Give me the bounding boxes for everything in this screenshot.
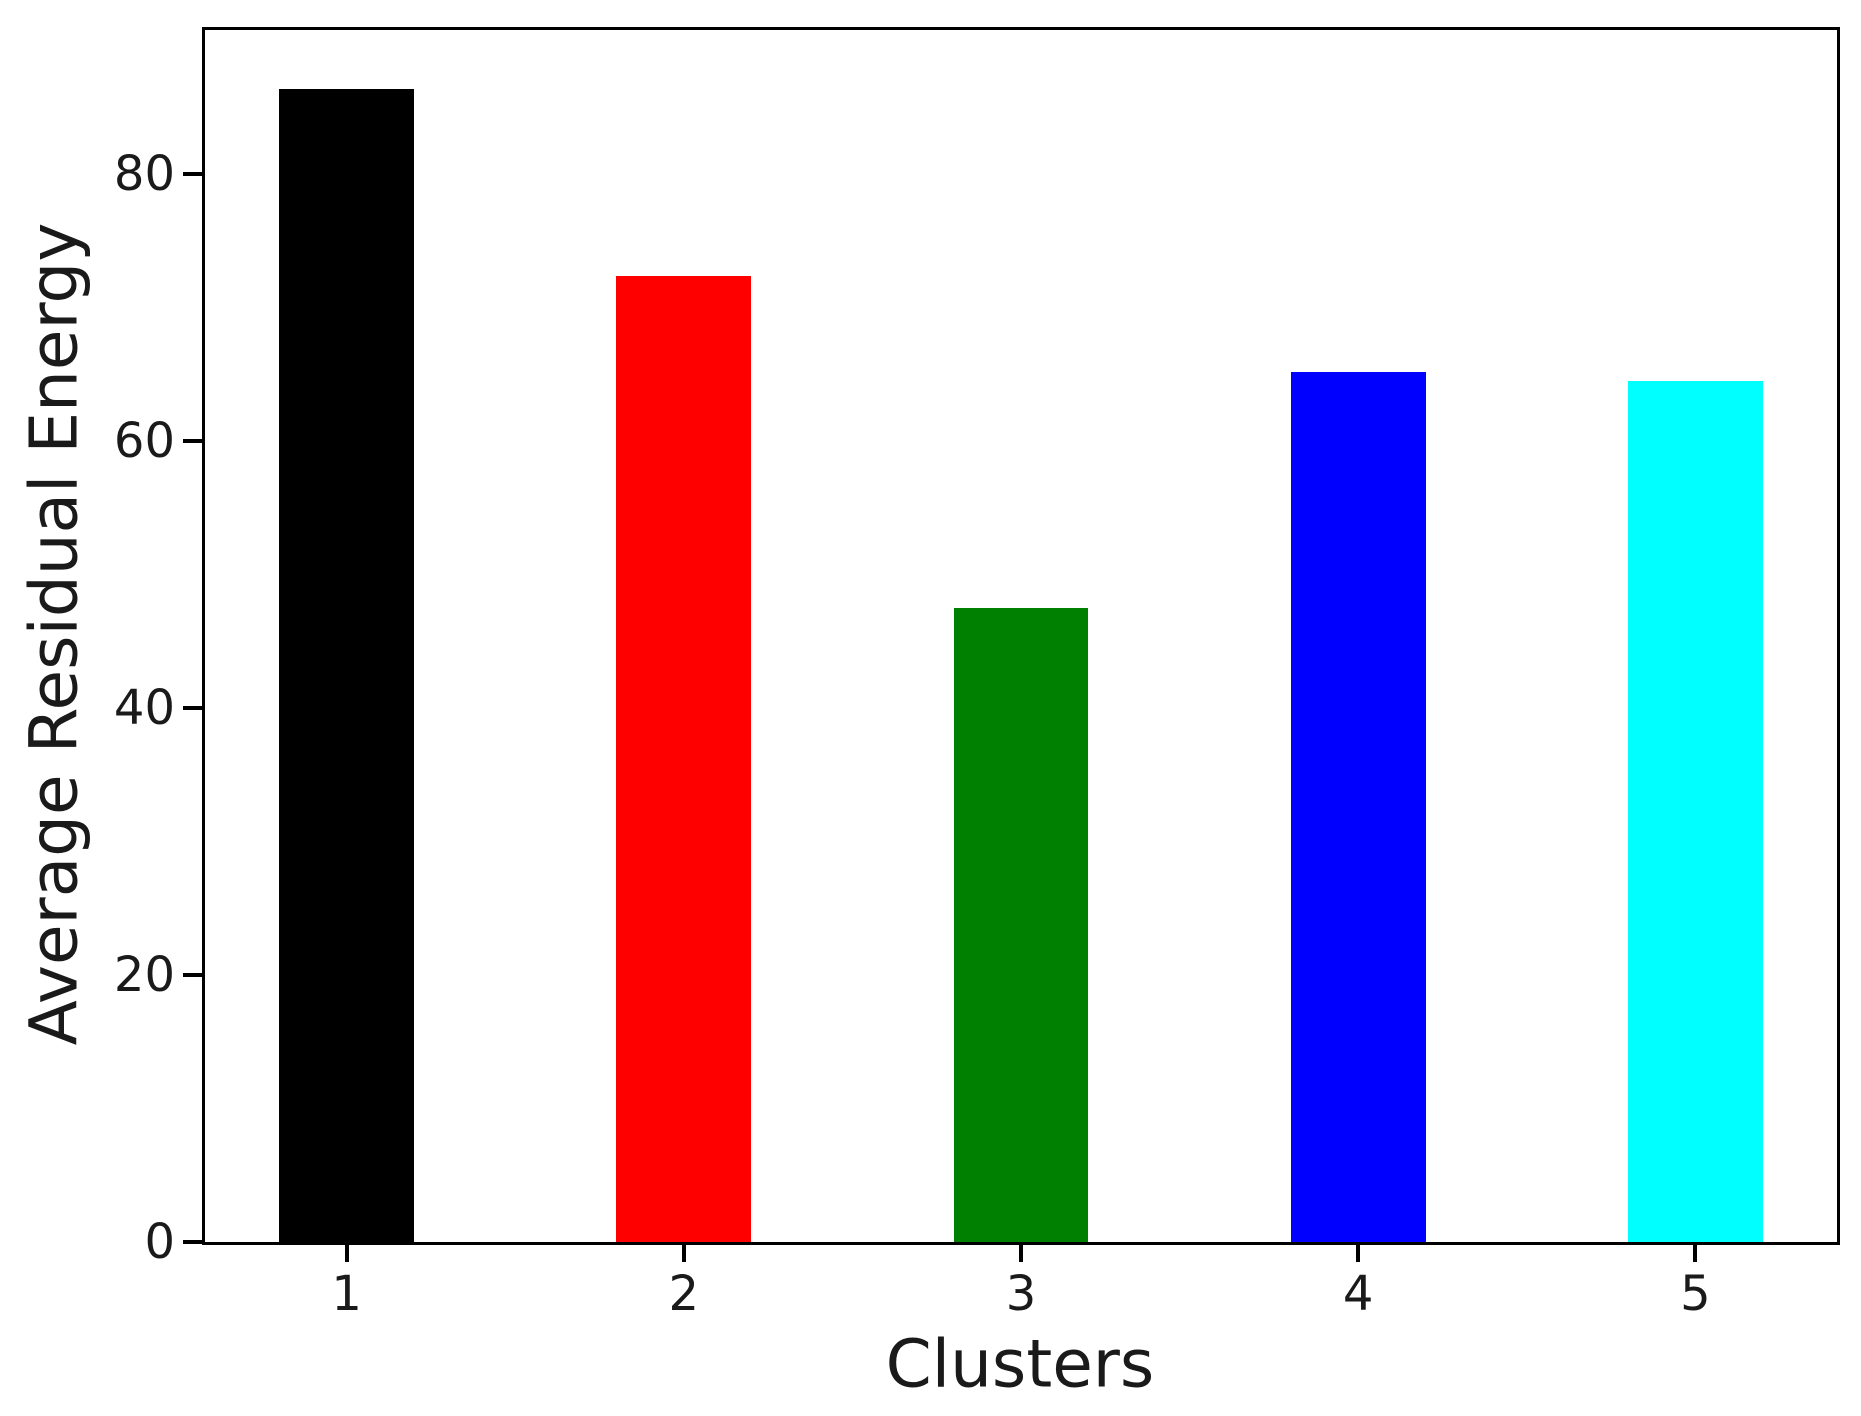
x-tick [1356, 1245, 1361, 1262]
y-tick [183, 706, 202, 711]
y-tick [183, 973, 202, 978]
x-tick [1693, 1245, 1698, 1262]
x-tick-label: 2 [668, 1266, 700, 1322]
x-tick-label: 1 [331, 1266, 362, 1322]
y-tick-label: 80 [113, 146, 175, 203]
bar-cluster-3 [953, 607, 1089, 1242]
x-tick [1019, 1245, 1023, 1262]
y-tick [183, 172, 202, 177]
x-tick [681, 1245, 686, 1262]
y-axis-title: Average Residual Energy [15, 222, 93, 1046]
bar-cluster-2 [616, 275, 752, 1242]
y-tick-label: 60 [113, 413, 175, 470]
bar-cluster-1 [279, 88, 415, 1242]
x-tick-label: 4 [1342, 1266, 1374, 1322]
plot-area: 1 2 3 4 5 0 20 40 60 80 [114, 27, 1840, 1320]
y-tick [183, 1240, 202, 1244]
x-tick-label: 5 [1680, 1266, 1711, 1322]
x-tick [344, 1245, 349, 1262]
x-tick-label: 3 [1005, 1266, 1037, 1322]
y-tick-label: 40 [113, 680, 175, 737]
bar-cluster-5 [1627, 381, 1763, 1242]
x-axis-title: Clusters [885, 1325, 1155, 1403]
y-tick-label: 20 [113, 947, 175, 1004]
bar-cluster-4 [1290, 371, 1426, 1242]
y-tick [183, 439, 202, 444]
y-tick-label: 0 [144, 1214, 175, 1270]
